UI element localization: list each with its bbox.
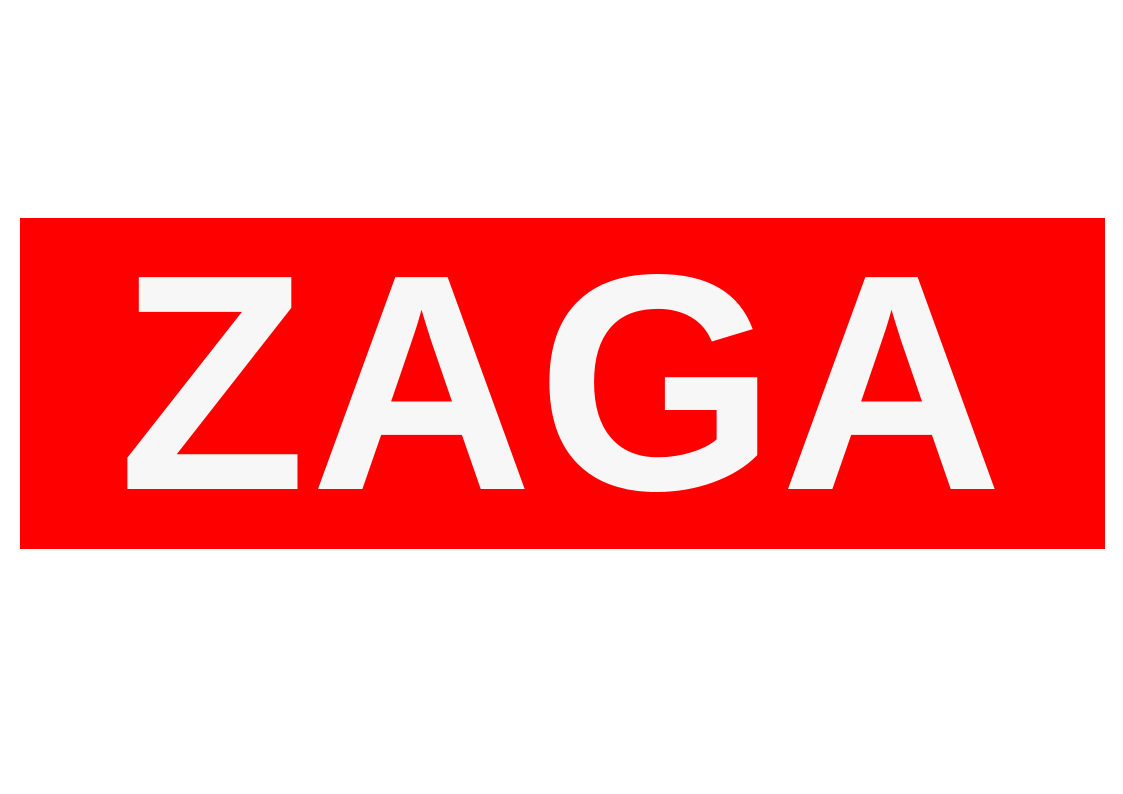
sign-text: ZAGA (118, 211, 1007, 555)
zaga-sign-banner: ZAGA (20, 218, 1105, 549)
